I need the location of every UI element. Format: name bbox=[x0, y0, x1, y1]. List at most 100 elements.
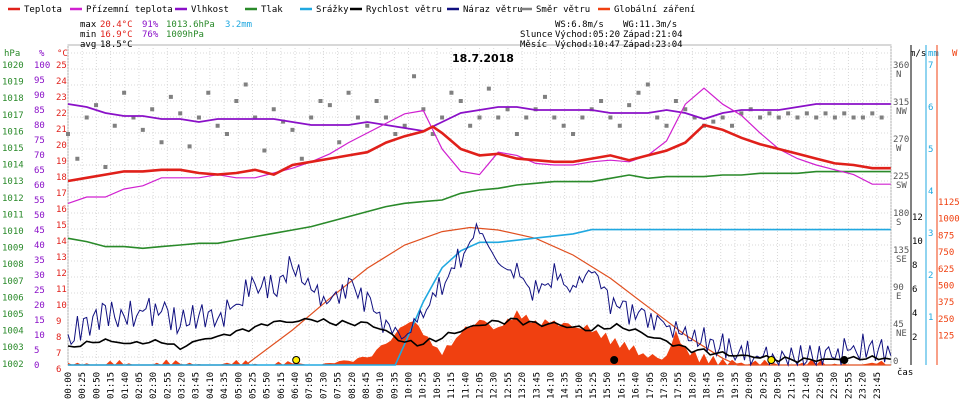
wind-direction-point bbox=[224, 132, 229, 136]
wind-direction-point bbox=[346, 90, 351, 95]
axis-hpa-tick: 1018 bbox=[2, 94, 24, 104]
axis-time-tick: 23:45 bbox=[873, 372, 883, 399]
wind-direction-point bbox=[851, 115, 856, 120]
legend-label: Směr větru bbox=[536, 5, 590, 15]
axis-temp-tick: 14 bbox=[56, 237, 67, 247]
wind-direction-point bbox=[860, 115, 865, 120]
pressure-line bbox=[67, 170, 891, 250]
axis-mm-tick: 7 bbox=[928, 61, 933, 71]
axis-pct-tick: 60 bbox=[34, 181, 45, 191]
legend-label: Rychlost větru bbox=[366, 5, 442, 15]
axis-pct-tick: 80 bbox=[34, 121, 45, 131]
wind-direction-point bbox=[879, 115, 884, 120]
axis-direction-label: NW bbox=[896, 107, 907, 117]
axis-hpa-tick: 1016 bbox=[2, 127, 24, 137]
axis-time-tick: 00:25 bbox=[78, 372, 88, 399]
axis-temp-tick: 18 bbox=[56, 173, 67, 183]
wind-direction-point bbox=[739, 111, 744, 116]
wind-direction-point bbox=[281, 119, 286, 124]
wind-direction-point bbox=[870, 111, 875, 116]
axis-pct-tick: 75 bbox=[34, 136, 45, 146]
wind-direction-point bbox=[271, 107, 276, 112]
axis-time-tick: 07:05 bbox=[305, 372, 315, 399]
legend-label: Tlak bbox=[261, 5, 283, 15]
wind-direction-point bbox=[337, 140, 342, 145]
wind-direction-point bbox=[206, 90, 211, 95]
sun-moon-marker bbox=[767, 356, 776, 364]
wind-direction-point bbox=[290, 127, 295, 132]
axis-direction-label: SE bbox=[896, 255, 907, 265]
wind-direction-point bbox=[599, 99, 604, 103]
wind-direction-point bbox=[355, 115, 360, 120]
stats-max-temp: 20.4°C bbox=[100, 20, 133, 30]
axis-time-tick: 00:00 bbox=[64, 372, 74, 399]
axis-time-tick: 03:45 bbox=[192, 372, 202, 399]
axis-pct-tick: 30 bbox=[34, 271, 45, 281]
axis-mm-tick: 1 bbox=[928, 313, 933, 323]
axis-hpa-tick: 1015 bbox=[2, 144, 24, 154]
axis-hpa-tick: 1011 bbox=[2, 210, 24, 220]
legend-label: Vlhkost bbox=[191, 5, 229, 15]
axis-time-tick: 23:20 bbox=[859, 372, 869, 399]
wind-direction-point bbox=[683, 107, 688, 112]
wind-direction-point bbox=[673, 99, 678, 103]
axis-pct-tick: 50 bbox=[34, 211, 45, 221]
axis-time-tick: 16:15 bbox=[617, 372, 627, 399]
stats-min-pressure: 1009hPa bbox=[166, 30, 204, 40]
rain-line bbox=[68, 228, 891, 366]
axis-temp-tick: 20 bbox=[56, 141, 67, 151]
chart-title: 18.7.2018 bbox=[452, 52, 514, 65]
axis-direction-label: N bbox=[896, 70, 901, 80]
axis-time-tick: 02:55 bbox=[163, 372, 173, 399]
wind-direction-point bbox=[140, 127, 145, 132]
wind-direction-point bbox=[486, 86, 491, 91]
axis-pct-tick: 65 bbox=[34, 166, 45, 176]
wind-direction-point bbox=[131, 115, 136, 120]
axis-hpa-tick: 1019 bbox=[2, 78, 24, 88]
axis-hpa-tick: 1010 bbox=[2, 227, 24, 237]
axis-time-tick: 15:00 bbox=[575, 372, 585, 399]
wind-gust-line bbox=[67, 222, 892, 367]
wind-direction-point bbox=[159, 140, 164, 145]
axis-mm-tick: 5 bbox=[928, 145, 933, 155]
wind-direction-point bbox=[514, 132, 519, 136]
axis-temp-tick: 8 bbox=[56, 333, 61, 343]
axis-hpa-tick: 1017 bbox=[2, 111, 24, 121]
wind-direction-point bbox=[814, 115, 819, 120]
wind-direction-point bbox=[112, 123, 117, 128]
axis-direction-tick: 0 bbox=[893, 357, 898, 367]
axis-time-tick: 16:40 bbox=[632, 372, 642, 399]
axis-time-tick: 03:20 bbox=[178, 372, 188, 399]
axis-hpa-tick: 1013 bbox=[2, 177, 24, 187]
axis-hpa-tick: 1004 bbox=[2, 327, 24, 337]
axis-hpa-unit: hPa bbox=[4, 49, 20, 59]
axis-time-tick: 04:10 bbox=[206, 372, 216, 399]
wind-direction-point bbox=[430, 132, 435, 136]
axis-hpa-tick: 1006 bbox=[2, 293, 24, 303]
wind-direction-point bbox=[842, 111, 847, 116]
stats-min-label: min bbox=[80, 30, 96, 40]
info-sun-set: Západ:21:04 bbox=[623, 30, 683, 40]
axis-time-tick: 22:55 bbox=[844, 372, 854, 399]
wind-direction-point bbox=[832, 115, 837, 120]
stats-max-label: max bbox=[80, 20, 97, 30]
axis-time-tick: 02:05 bbox=[135, 372, 145, 399]
axis-time-tick: 09:10 bbox=[376, 372, 386, 399]
axis-time-tick: 07:30 bbox=[319, 372, 329, 399]
info-sun-label: Slunce bbox=[520, 30, 553, 40]
info-wind-speed: WS:6.8m/s bbox=[555, 20, 604, 30]
axis-time-tick: 09:35 bbox=[390, 372, 400, 399]
axis-hpa-tick: 1007 bbox=[2, 277, 24, 287]
axis-time-tick: 18:45 bbox=[703, 372, 713, 399]
wind-direction-point bbox=[608, 115, 613, 120]
wind-direction-point bbox=[627, 103, 632, 108]
wind-direction-point bbox=[84, 115, 89, 120]
axis-ms-tick: 12 bbox=[912, 213, 923, 223]
axis-direction-tick: 90 bbox=[893, 283, 904, 293]
axis-temp-tick: 16 bbox=[56, 205, 67, 215]
axis-temp-unit: °C bbox=[57, 49, 68, 59]
axis-time-tick: 11:40 bbox=[461, 372, 471, 399]
axis-temp-tick: 24 bbox=[56, 77, 67, 87]
axis-temp-tick: 7 bbox=[56, 349, 61, 359]
